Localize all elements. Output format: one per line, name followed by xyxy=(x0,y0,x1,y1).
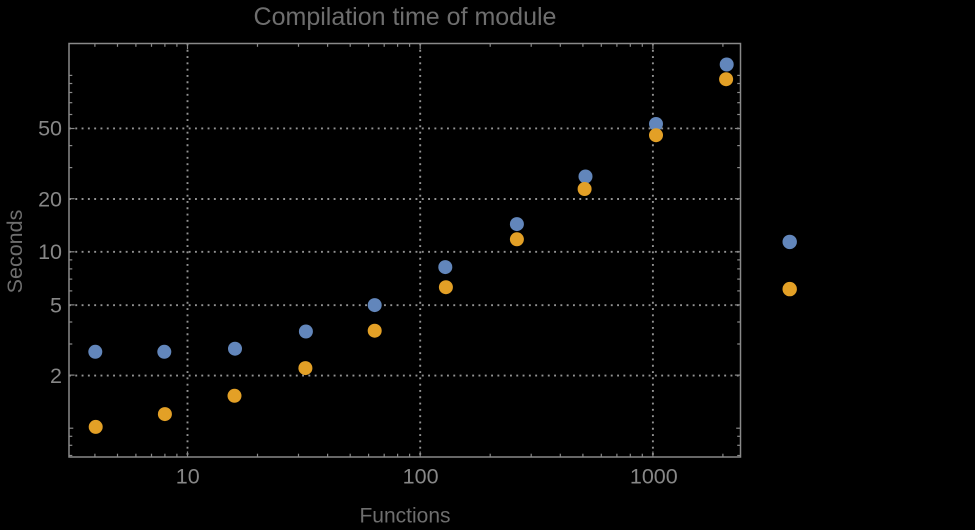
svg-text:5: 5 xyxy=(50,294,62,318)
svg-text:Functions: Functions xyxy=(359,505,450,526)
svg-text:Seconds: Seconds xyxy=(3,210,27,294)
svg-text:10: 10 xyxy=(176,465,200,489)
svg-text:100: 100 xyxy=(403,465,439,489)
svg-text:50: 50 xyxy=(38,117,62,141)
svg-text:2: 2 xyxy=(50,364,62,388)
svg-text:Compilation time of module: Compilation time of module xyxy=(254,3,557,31)
svg-text:20: 20 xyxy=(38,187,62,211)
svg-text:1000: 1000 xyxy=(630,465,678,489)
svg-text:10: 10 xyxy=(38,240,62,264)
